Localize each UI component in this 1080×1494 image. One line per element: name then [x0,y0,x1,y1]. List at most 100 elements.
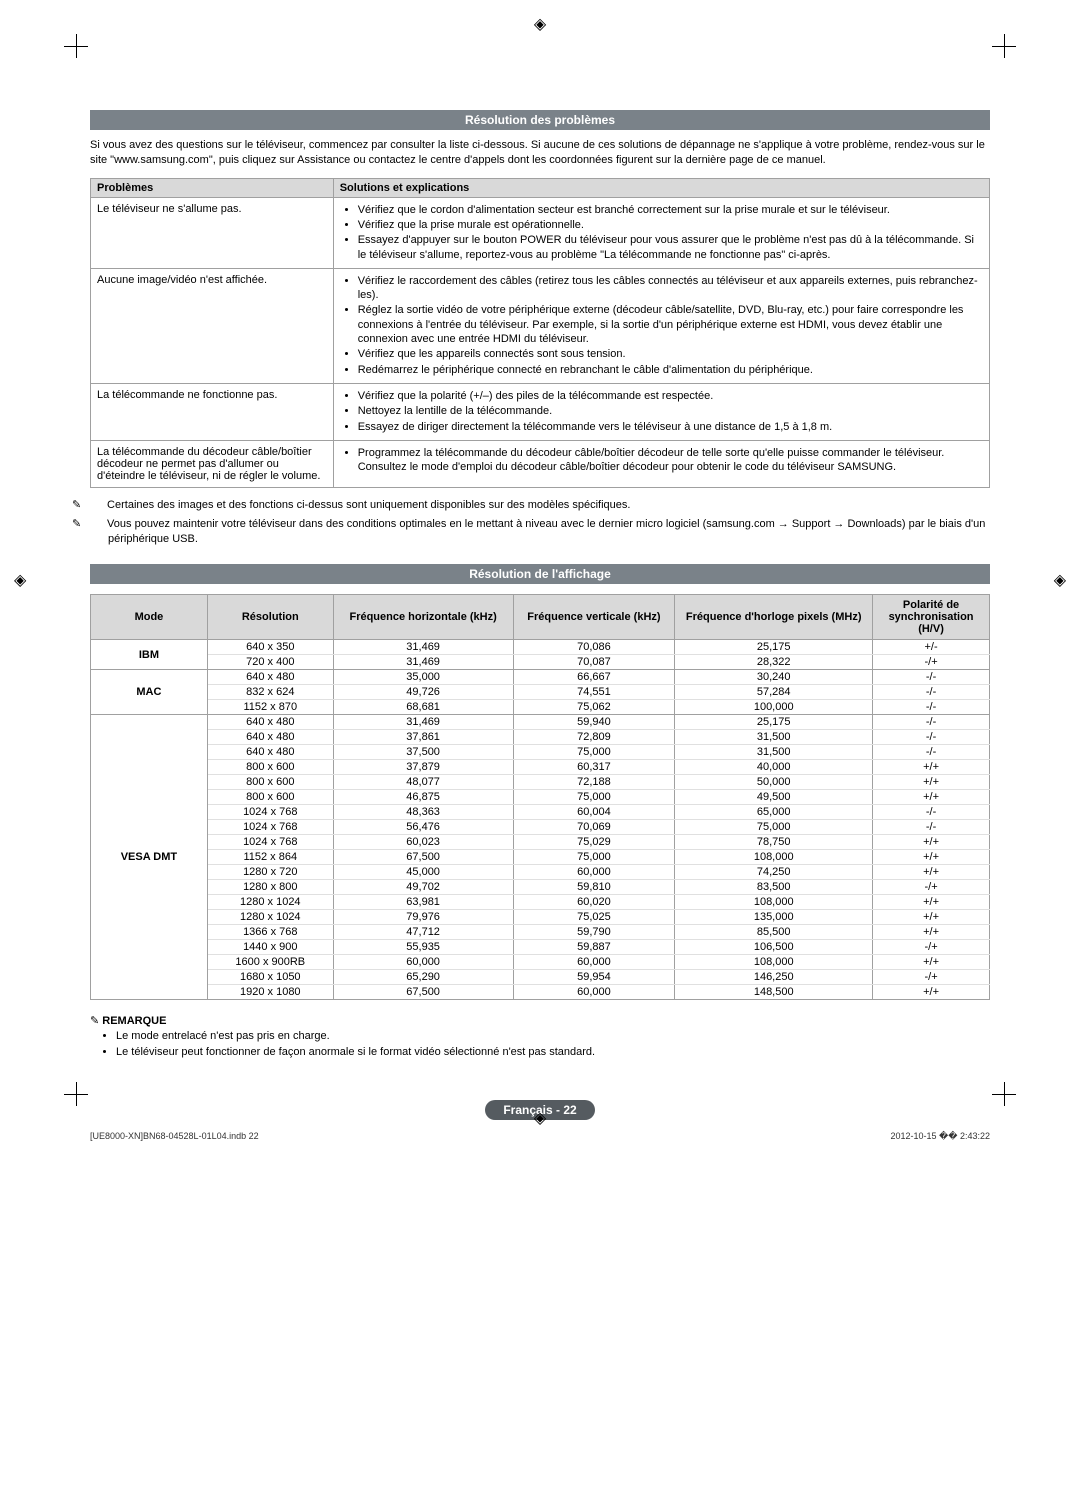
display-cell: 800 x 600 [207,775,333,790]
display-cell: -/- [873,715,990,730]
display-cell: 46,875 [333,790,513,805]
display-cell: 108,000 [675,895,873,910]
display-cell: 70,087 [513,655,675,670]
display-cell: 45,000 [333,865,513,880]
solution-item: Nettoyez la lentille de la télécommande. [358,404,983,418]
display-cell: 49,726 [333,685,513,700]
display-cell: 1280 x 720 [207,865,333,880]
display-cell: -/- [873,700,990,715]
display-cell: -/+ [873,970,990,985]
display-cell: 146,250 [675,970,873,985]
display-cell: 108,000 [675,850,873,865]
display-resolution-table: Mode Résolution Fréquence horizontale (k… [90,594,990,1000]
display-cell: 31,469 [333,640,513,655]
solution-item: Réglez la sortie vidéo de votre périphér… [358,303,983,346]
display-cell: 1366 x 768 [207,925,333,940]
crop-mark [998,40,1010,52]
table-header-polarity: Polarité de synchronisation (H/V) [873,595,990,640]
display-cell: 60,000 [513,865,675,880]
table-header-solutions: Solutions et explications [333,178,989,197]
display-cell: 37,500 [333,745,513,760]
section-header-display: Résolution de l'affichage [90,564,990,584]
display-cell: 50,000 [675,775,873,790]
display-cell: 55,935 [333,940,513,955]
display-cell: -/- [873,745,990,760]
crop-mark [70,40,82,52]
display-cell: 1152 x 864 [207,850,333,865]
display-cell: 47,712 [333,925,513,940]
display-cell: 1024 x 768 [207,820,333,835]
table-header-resolution: Résolution [207,595,333,640]
display-cell: +/+ [873,985,990,1000]
display-cell: 63,981 [333,895,513,910]
display-cell: 60,000 [513,985,675,1000]
display-cell: 65,290 [333,970,513,985]
display-cell: 1680 x 1050 [207,970,333,985]
solution-item: Redémarrez le périphérique connecté en r… [358,363,983,377]
display-cell: -/+ [873,655,990,670]
display-cell: -/+ [873,880,990,895]
footer-timestamp: 2012-10-15 �� 2:43:22 [890,1131,990,1142]
display-cell: 30,240 [675,670,873,685]
problem-cell: Aucune image/vidéo n'est affichée. [91,268,334,383]
display-cell: 75,062 [513,700,675,715]
display-cell: 48,077 [333,775,513,790]
display-cell: 135,000 [675,910,873,925]
display-cell: 48,363 [333,805,513,820]
display-cell: 31,500 [675,730,873,745]
display-cell: 79,976 [333,910,513,925]
display-cell: 31,500 [675,745,873,760]
display-cell: 832 x 624 [207,685,333,700]
display-cell: 72,188 [513,775,675,790]
solution-item: Vérifiez que la polarité (+/–) des piles… [358,389,983,403]
display-cell: 68,681 [333,700,513,715]
display-cell: 800 x 600 [207,790,333,805]
solution-cell: Vérifiez que la polarité (+/–) des piles… [333,383,989,440]
display-cell: -/- [873,805,990,820]
display-cell: 70,069 [513,820,675,835]
mode-cell: VESA DMT [91,715,208,1000]
footer-filename: [UE8000-XN]BN68-04528L-01L04.indb 22 [90,1131,259,1142]
display-cell: 1280 x 800 [207,880,333,895]
remarque-title: REMARQUE [102,1015,166,1027]
display-cell: 37,879 [333,760,513,775]
note-icon: ✎ [90,498,104,513]
display-cell: +/+ [873,760,990,775]
display-cell: 37,861 [333,730,513,745]
display-cell: -/- [873,685,990,700]
intro-paragraph: Si vous avez des questions sur le télévi… [90,138,990,168]
display-cell: 148,500 [675,985,873,1000]
table-header-vfreq: Fréquence verticale (kHz) [513,595,675,640]
solution-item: Essayez de diriger directement la téléco… [358,420,983,434]
mode-cell: MAC [91,670,208,715]
display-cell: 59,887 [513,940,675,955]
solution-item: Vérifiez le raccordement des câbles (ret… [358,274,983,303]
display-cell: 74,551 [513,685,675,700]
display-cell: 60,020 [513,895,675,910]
solution-item: Vérifiez que les appareils connectés son… [358,347,983,361]
display-cell: 72,809 [513,730,675,745]
display-cell: 75,000 [513,745,675,760]
registration-mark-right: ◈ [1054,570,1066,590]
display-cell: 25,175 [675,715,873,730]
display-cell: 100,000 [675,700,873,715]
display-cell: 59,790 [513,925,675,940]
display-cell: 1280 x 1024 [207,895,333,910]
troubleshooting-table: Problèmes Solutions et explications Le t… [90,178,990,488]
registration-mark-top: ◈ [534,14,546,34]
display-cell: 75,029 [513,835,675,850]
remarque-block: ✎ REMARQUE Le mode entrelacé n'est pas p… [90,1014,990,1060]
problem-cell: Le téléviseur ne s'allume pas. [91,197,334,268]
display-cell: +/+ [873,925,990,940]
registration-mark-bottom: ◈ [534,1108,546,1128]
display-cell: 640 x 480 [207,670,333,685]
display-cell: 640 x 350 [207,640,333,655]
note-icon: ✎ [90,517,104,532]
display-cell: 31,469 [333,655,513,670]
display-cell: +/+ [873,865,990,880]
remarque-item: Le téléviseur peut fonctionner de façon … [116,1045,990,1060]
solution-cell: Programmez la télécommande du décodeur c… [333,440,989,487]
display-cell: 75,000 [675,820,873,835]
display-cell: +/+ [873,895,990,910]
display-cell: 106,500 [675,940,873,955]
